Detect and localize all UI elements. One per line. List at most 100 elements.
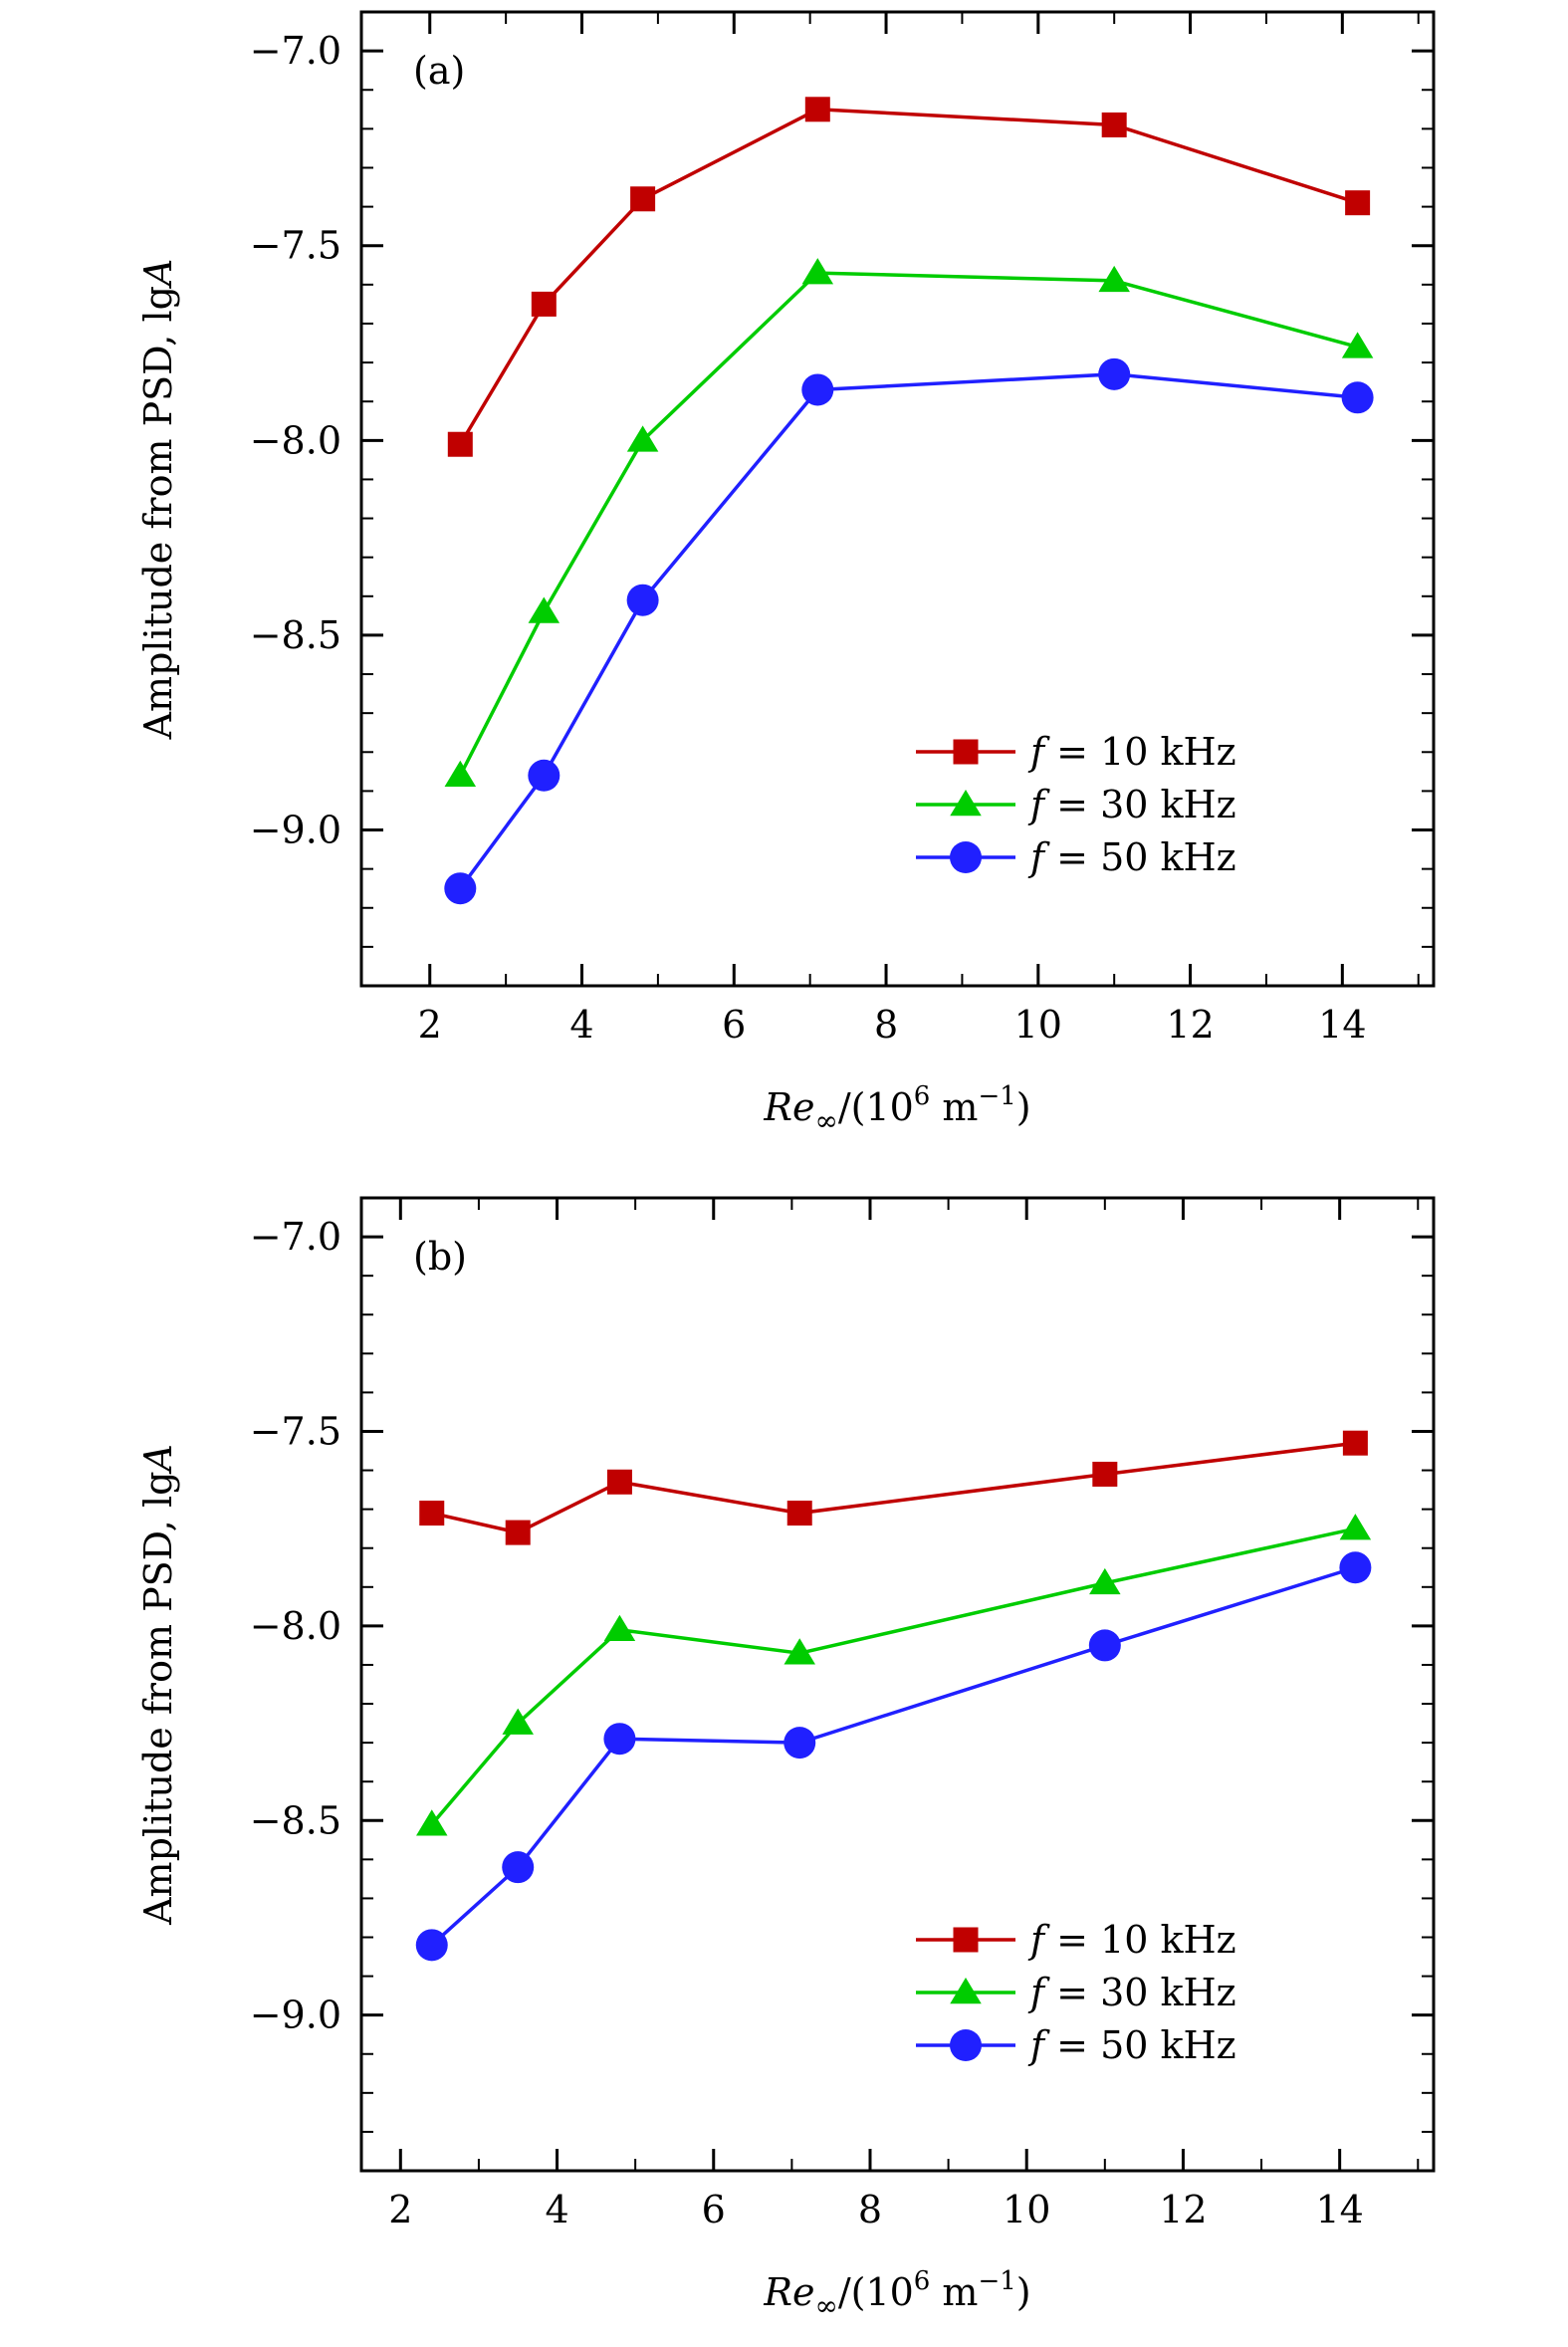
data-point xyxy=(1098,265,1130,293)
series-1 xyxy=(419,1430,1368,1545)
x-tick-label: 4 xyxy=(545,2188,568,2231)
data-point xyxy=(1341,332,1374,358)
data-point xyxy=(603,1723,636,1756)
x-tick-label: 6 xyxy=(722,1003,746,1047)
legend-label: f = 10 kHz xyxy=(1027,730,1236,774)
data-point xyxy=(626,584,659,616)
data-point xyxy=(502,1851,535,1884)
panel-label: (b) xyxy=(413,1235,467,1279)
series-line xyxy=(458,271,1359,777)
x-tick-label: 12 xyxy=(1166,1003,1214,1047)
panel-label: (a) xyxy=(413,49,465,93)
data-point xyxy=(1339,1551,1372,1584)
legend-label: f = 50 kHz xyxy=(1027,835,1236,879)
series-line xyxy=(431,1441,1356,1534)
x-axis-title: Re∞/(106 m−1) xyxy=(763,2266,1030,2322)
data-point xyxy=(804,97,830,122)
data-point xyxy=(784,1638,815,1665)
y-axis-title: Amplitude from PSD, lgA xyxy=(136,1444,180,1926)
legend-marker xyxy=(953,739,979,765)
x-tick-label: 8 xyxy=(858,2188,882,2231)
series-line xyxy=(458,372,1358,890)
y-tick-label: −7.5 xyxy=(250,224,341,268)
data-point xyxy=(801,373,834,406)
x-axis-title: Re∞/(106 m−1) xyxy=(763,1081,1030,1137)
data-point xyxy=(1101,112,1127,137)
legend-label: f = 30 kHz xyxy=(1027,783,1236,826)
y-tick-label: −9.0 xyxy=(250,809,341,852)
panel-b: −7.0 −7.5 −8.0 −8.5 −9.0 2 4 6 8 10 12 14 (b) f = 10 … xyxy=(136,1196,1436,2322)
legend-label: f = 10 kHz xyxy=(1027,1918,1236,1962)
y-tick-label: −8.5 xyxy=(250,1798,341,1842)
series-3 xyxy=(444,357,1374,905)
x-tick-label: 14 xyxy=(1315,2188,1363,2231)
data-point xyxy=(1098,357,1131,390)
data-point xyxy=(1088,1629,1121,1662)
series-2 xyxy=(416,1514,1372,1836)
legend-marker xyxy=(950,841,982,873)
data-point xyxy=(419,1501,445,1526)
legend-rest: = 50 kHz xyxy=(1044,2023,1236,2067)
legend-marker xyxy=(950,2029,982,2061)
x-tick-label: 2 xyxy=(418,1003,442,1047)
x-tick-label: 8 xyxy=(874,1003,898,1047)
x-tick-label: 10 xyxy=(1014,1003,1062,1047)
y-tick-label: −8.5 xyxy=(250,613,341,657)
data-point xyxy=(531,291,557,317)
data-point xyxy=(528,596,560,623)
series-line xyxy=(458,108,1359,446)
legend-marker xyxy=(950,1978,982,2004)
data-point xyxy=(416,1809,448,1836)
plot-frame xyxy=(359,10,1436,988)
x-tick-label: 2 xyxy=(388,2188,412,2231)
x-tick-label: 12 xyxy=(1159,2188,1207,2231)
data-point xyxy=(1339,1514,1372,1540)
legend: f = 10 kHz f = 30 kHz f = 50 kHz xyxy=(916,1918,1236,2067)
y-tick-label: −8.0 xyxy=(250,418,341,462)
legend-rest: = 30 kHz xyxy=(1044,783,1236,826)
y-tick-label: −7.0 xyxy=(250,29,341,73)
panel-a: −7.0 −7.5 −8.0 −8.5 −9.0 2 4 6 8 10 12 14 (a) f = 10 … xyxy=(136,10,1436,1137)
data-point xyxy=(444,760,477,788)
legend-rest: = 30 kHz xyxy=(1044,1971,1236,2014)
data-point xyxy=(603,1614,636,1642)
data-point xyxy=(1341,381,1374,414)
data-point xyxy=(801,258,834,285)
data-point xyxy=(1342,1430,1368,1456)
data-point xyxy=(415,1929,448,1962)
legend-rest: = 10 kHz xyxy=(1044,1918,1236,1962)
data-point xyxy=(505,1520,531,1545)
data-point xyxy=(444,872,477,905)
y-axis-title: Amplitude from PSD, lgA xyxy=(136,259,180,741)
data-point xyxy=(502,1708,534,1735)
x-tick-label: 10 xyxy=(1003,2188,1050,2231)
x-tick-label: 14 xyxy=(1318,1003,1366,1047)
legend-marker xyxy=(950,790,982,817)
y-tick-label: −7.0 xyxy=(250,1215,341,1259)
data-point xyxy=(626,425,659,452)
data-point xyxy=(786,1501,812,1526)
x-tick-label: 6 xyxy=(702,2188,726,2231)
legend-label: f = 50 kHz xyxy=(1027,2023,1236,2067)
series-line xyxy=(430,1526,1356,1826)
legend-rest: = 50 kHz xyxy=(1044,835,1236,879)
legend: f = 10 kHz f = 30 kHz f = 50 kHz xyxy=(916,730,1236,879)
y-tick-label: −8.0 xyxy=(250,1604,341,1648)
series-1 xyxy=(447,97,1371,457)
y-tick-label: −7.5 xyxy=(250,1409,341,1453)
data-point xyxy=(1092,1461,1118,1487)
data-point xyxy=(1345,190,1371,216)
data-point xyxy=(606,1469,632,1495)
series-line xyxy=(430,1565,1356,1947)
series-2 xyxy=(444,258,1374,788)
data-point xyxy=(447,431,473,457)
legend-rest: = 10 kHz xyxy=(1044,730,1236,774)
data-point xyxy=(784,1727,816,1760)
y-tick-label: −9.0 xyxy=(250,1994,341,2037)
plot-frame xyxy=(359,1196,1436,2173)
legend-marker xyxy=(953,1927,979,1953)
data-point xyxy=(630,186,656,212)
data-point xyxy=(528,759,560,792)
